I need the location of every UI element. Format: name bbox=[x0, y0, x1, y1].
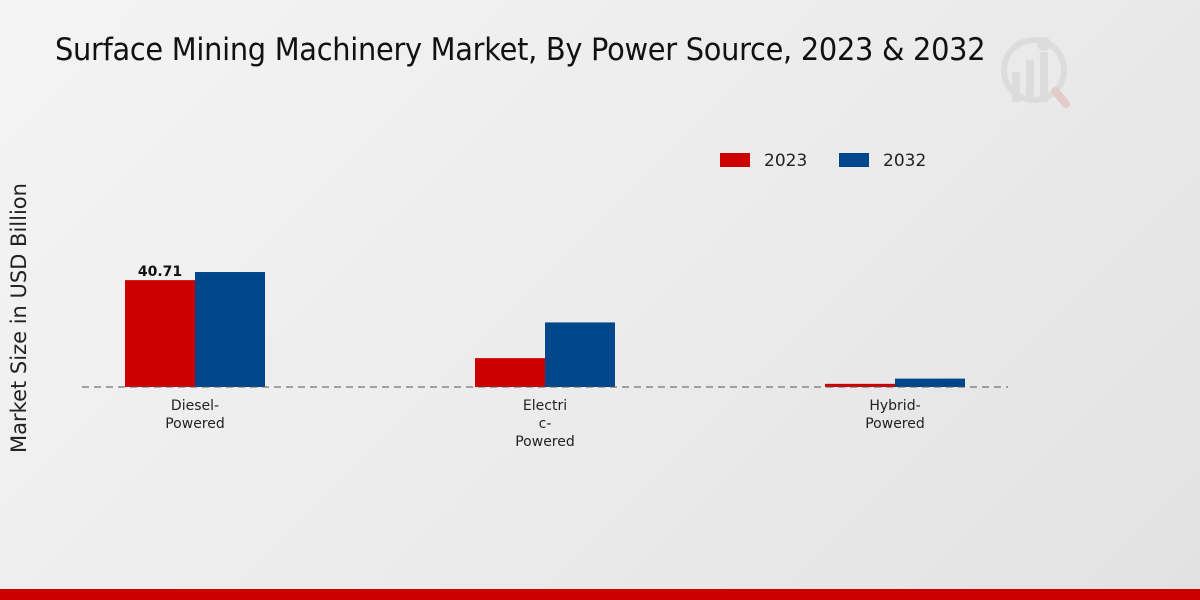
legend-swatch-2032 bbox=[839, 153, 869, 167]
data-label-2023-0: 40.71 bbox=[138, 264, 182, 280]
legend-label-2023: 2023 bbox=[764, 151, 807, 171]
bar-2032-2 bbox=[895, 378, 965, 387]
chart-title: Surface Mining Machinery Market, By Powe… bbox=[55, 32, 986, 68]
footer-accent-bar bbox=[0, 589, 1200, 600]
x-tick-label-0-0: Diesel- bbox=[171, 398, 219, 414]
x-tick-label-2-0: Hybrid- bbox=[869, 398, 920, 414]
legend-swatch-2023 bbox=[720, 153, 750, 167]
x-tick-label-1-2: Powered bbox=[515, 434, 575, 450]
x-tick-label-1-1: c- bbox=[539, 416, 552, 432]
legend: 2023 2032 bbox=[720, 151, 926, 171]
y-axis-title: Market Size in USD Billion bbox=[7, 183, 31, 453]
bars: 40.71 bbox=[125, 264, 965, 387]
bar-2032-1 bbox=[545, 322, 615, 387]
x-tick-label-0-1: Powered bbox=[165, 416, 225, 432]
legend-label-2032: 2032 bbox=[883, 151, 926, 171]
watermark-logo-icon bbox=[1001, 37, 1070, 108]
bar-2023-1 bbox=[475, 358, 545, 387]
x-tick-label-1-0: Electri bbox=[523, 398, 567, 414]
bar-2023-0 bbox=[125, 280, 195, 387]
x-tick-labels: Diesel- Powered Electri c- Powered Hybrid- Pow… bbox=[165, 398, 925, 450]
bar-2032-0 bbox=[195, 272, 265, 387]
x-tick-label-2-1: Powered bbox=[865, 416, 925, 432]
bar-2023-2 bbox=[825, 383, 895, 387]
